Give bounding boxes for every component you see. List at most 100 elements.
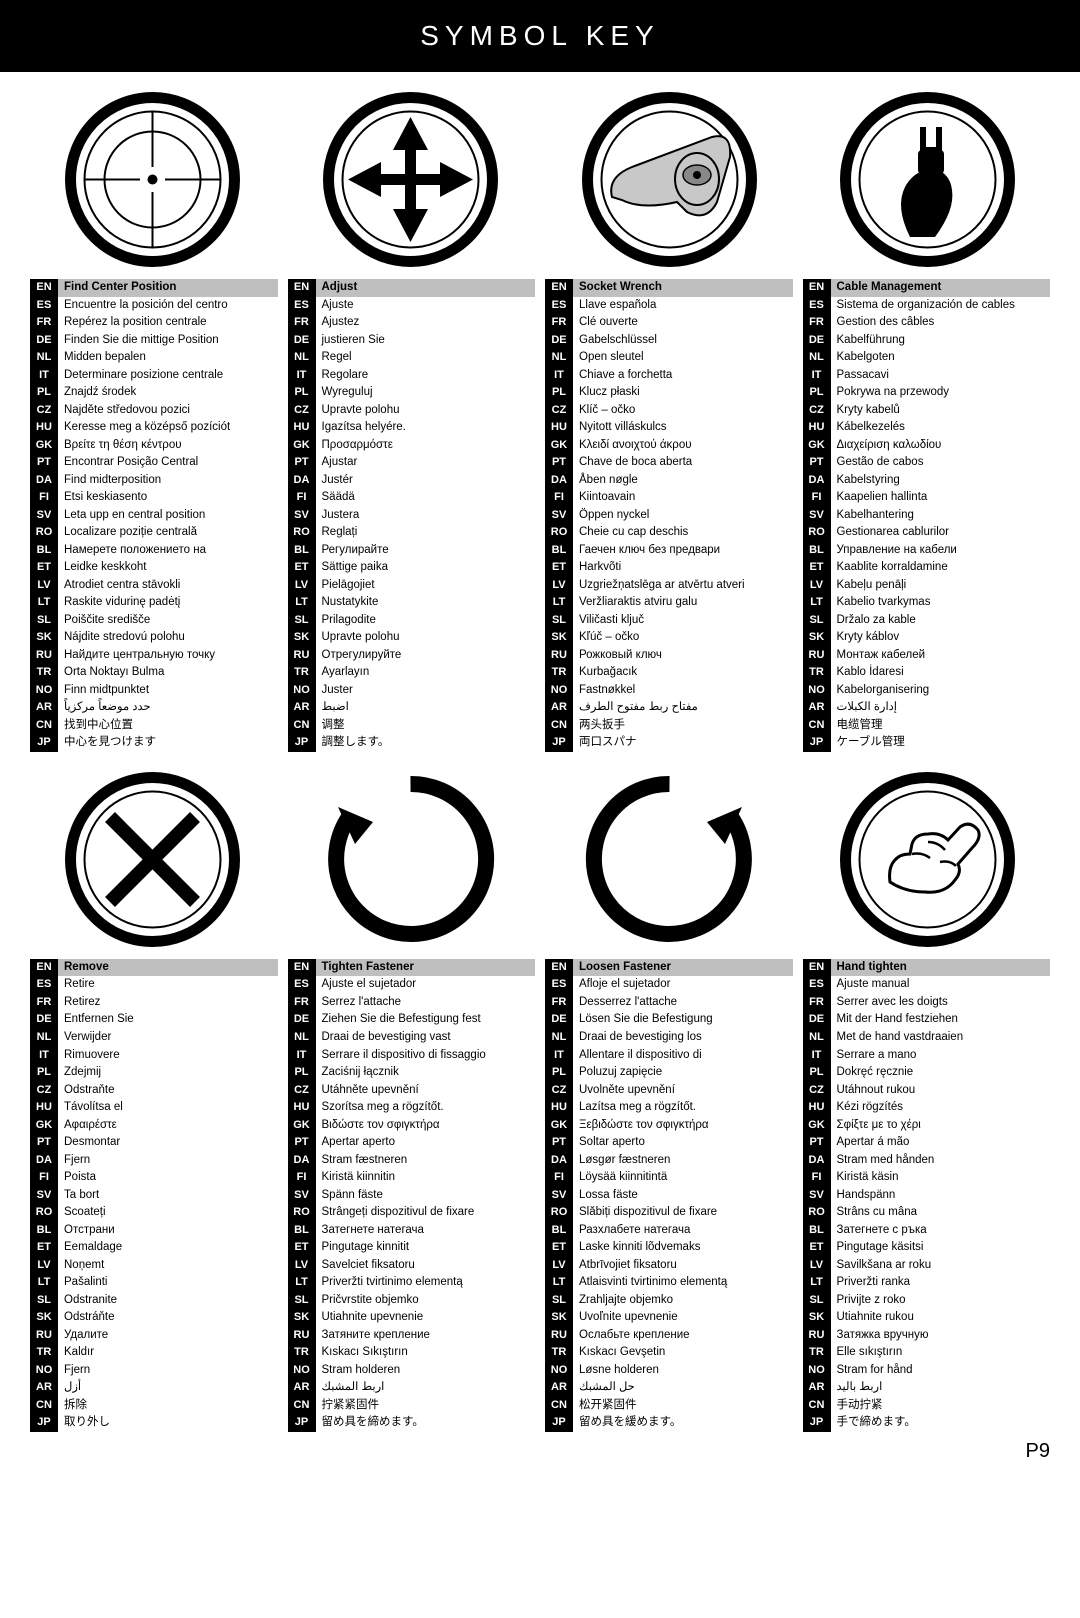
translation-text: Удалите [58, 1327, 278, 1345]
lang-code: DE [545, 332, 573, 350]
table-header-text: Loosen Fastener [573, 959, 793, 977]
translation-text: Atrodiet centra stāvokli [58, 577, 278, 595]
translation-text: Retirez [58, 994, 278, 1012]
lang-code: RU [30, 1327, 58, 1345]
table-row: ETPingutage kinnitit [288, 1239, 536, 1257]
table-row: ITChiave a forchetta [545, 367, 793, 385]
translation-text: Uzgriežņatslēga ar atvērtu atveri [573, 577, 793, 595]
lang-code: GK [545, 437, 573, 455]
lang-code: RO [30, 524, 58, 542]
lang-code: DA [30, 1152, 58, 1170]
table-row: ROReglați [288, 524, 536, 542]
translation-text: Scoateți [58, 1204, 278, 1222]
translation-text: Zrahljajte objemko [573, 1292, 793, 1310]
lang-code: DA [30, 472, 58, 490]
translation-text: Met de hand vastdraaien [831, 1029, 1051, 1047]
translation-text: Управление на кабели [831, 542, 1051, 560]
lang-code: NO [30, 682, 58, 700]
translation-text: 拧紧紧固件 [316, 1397, 536, 1415]
table-header-text: Tighten Fastener [316, 959, 536, 977]
lang-code: PT [803, 1134, 831, 1152]
lang-code: FI [288, 489, 316, 507]
lang-code: CN [545, 717, 573, 735]
lang-code: NL [803, 349, 831, 367]
table-row: FRSerrer avec les doigts [803, 994, 1051, 1012]
translation-text: Pašalinti [58, 1274, 278, 1292]
lang-code: TR [288, 664, 316, 682]
translation-text: 手で締めます。 [831, 1414, 1051, 1432]
translation-text: Kaablite korraldamine [831, 559, 1051, 577]
lang-code: HU [803, 1099, 831, 1117]
translation-text: Prilagodite [316, 612, 536, 630]
table-row: LTPašalinti [30, 1274, 278, 1292]
translation-text: Repérez la position centrale [58, 314, 278, 332]
translation-text: 留め具を締めます。 [316, 1414, 536, 1432]
translation-text: Atbrīvojiet fiksatoru [573, 1257, 793, 1275]
table-row: TRElle sıkıştırın [803, 1344, 1051, 1362]
lang-code: JP [288, 734, 316, 752]
table-row: SLPoiščite središče [30, 612, 278, 630]
lang-code: ES [288, 976, 316, 994]
table-row: GKΒιδώστε τον σφιγκτήρα [288, 1117, 536, 1135]
table-row: BLГаечен ключ без предвари [545, 542, 793, 560]
translation-text: Ajuste manual [831, 976, 1051, 994]
translation-table: ENHand tightenESAjuste manualFRSerrer av… [803, 959, 1051, 1432]
translation-text: Priveržti ranka [831, 1274, 1051, 1292]
table-row: ARمفتاح ربط مفتوح الطرف [545, 699, 793, 717]
table-row: RUМонтаж кабелей [803, 647, 1051, 665]
lang-code: CZ [803, 1082, 831, 1100]
translation-text: Utiahnite upevnenie [316, 1309, 536, 1327]
table-row: HULazítsa meg a rögzítőt. [545, 1099, 793, 1117]
lang-code: CN [803, 717, 831, 735]
table-row: ROStrâns cu mâna [803, 1204, 1051, 1222]
table-row: FRRepérez la position centrale [30, 314, 278, 332]
translation-text: Отстрани [58, 1222, 278, 1240]
table-row: RUУдалите [30, 1327, 278, 1345]
translation-text: Wyreguluj [316, 384, 536, 402]
lang-code: PT [288, 1134, 316, 1152]
translation-text: Dokręć ręcznie [831, 1064, 1051, 1082]
translation-text: Stram holderen [316, 1362, 536, 1380]
lang-code: DA [288, 1152, 316, 1170]
lang-code: LV [803, 577, 831, 595]
translation-text: Kablo İdaresi [831, 664, 1051, 682]
lang-code: NO [545, 1362, 573, 1380]
table-row: ESSistema de organización de cables [803, 297, 1051, 315]
translation-text: Utiahnite rukou [831, 1309, 1051, 1327]
table-row: FRGestion des câbles [803, 314, 1051, 332]
translation-text: Pokrywa na przewody [831, 384, 1051, 402]
lang-code: EN [803, 279, 831, 297]
table-row: CZKryty kabelů [803, 402, 1051, 420]
table-row: LVKabeļu penāļi [803, 577, 1051, 595]
table-row: ARحدد موضعاً مركزياً [30, 699, 278, 717]
table-row: PTGestão de cabos [803, 454, 1051, 472]
translation-table: ENAdjustESAjusteFRAjustezDEjustieren Sie… [288, 279, 536, 752]
lang-code: CZ [288, 1082, 316, 1100]
translation-text: Gestion des câbles [831, 314, 1051, 332]
translation-text: مفتاح ربط مفتوح الطرف [573, 699, 793, 717]
lang-code: RO [288, 524, 316, 542]
lang-code: NL [545, 349, 573, 367]
lang-code: FR [803, 314, 831, 332]
table-header-row: ENLoosen Fastener [545, 959, 793, 977]
table-row: PTApertar aperto [288, 1134, 536, 1152]
lang-code: TR [30, 1344, 58, 1362]
translation-text: Stram fæstneren [316, 1152, 536, 1170]
lang-code: FI [545, 1169, 573, 1187]
table-row: ITPassacavi [803, 367, 1051, 385]
table-row: LVAtrodiet centra stāvokli [30, 577, 278, 595]
table-row: ESAjuste el sujetador [288, 976, 536, 994]
translation-text: Kábelkezelés [831, 419, 1051, 437]
lang-code: FI [30, 489, 58, 507]
lang-code: ET [288, 1239, 316, 1257]
table-row: NLRegel [288, 349, 536, 367]
table-row: PLPokrywa na przewody [803, 384, 1051, 402]
table-row: RUНайдите центральную точку [30, 647, 278, 665]
table-row: DEFinden Sie die mittige Position [30, 332, 278, 350]
translation-text: Ayarlayın [316, 664, 536, 682]
lang-code: PT [30, 1134, 58, 1152]
lang-code: RO [545, 524, 573, 542]
translation-text: Монтаж кабелей [831, 647, 1051, 665]
translation-text: Raskite vidurinę padėtį [58, 594, 278, 612]
translation-text: Намерете положението на [58, 542, 278, 560]
